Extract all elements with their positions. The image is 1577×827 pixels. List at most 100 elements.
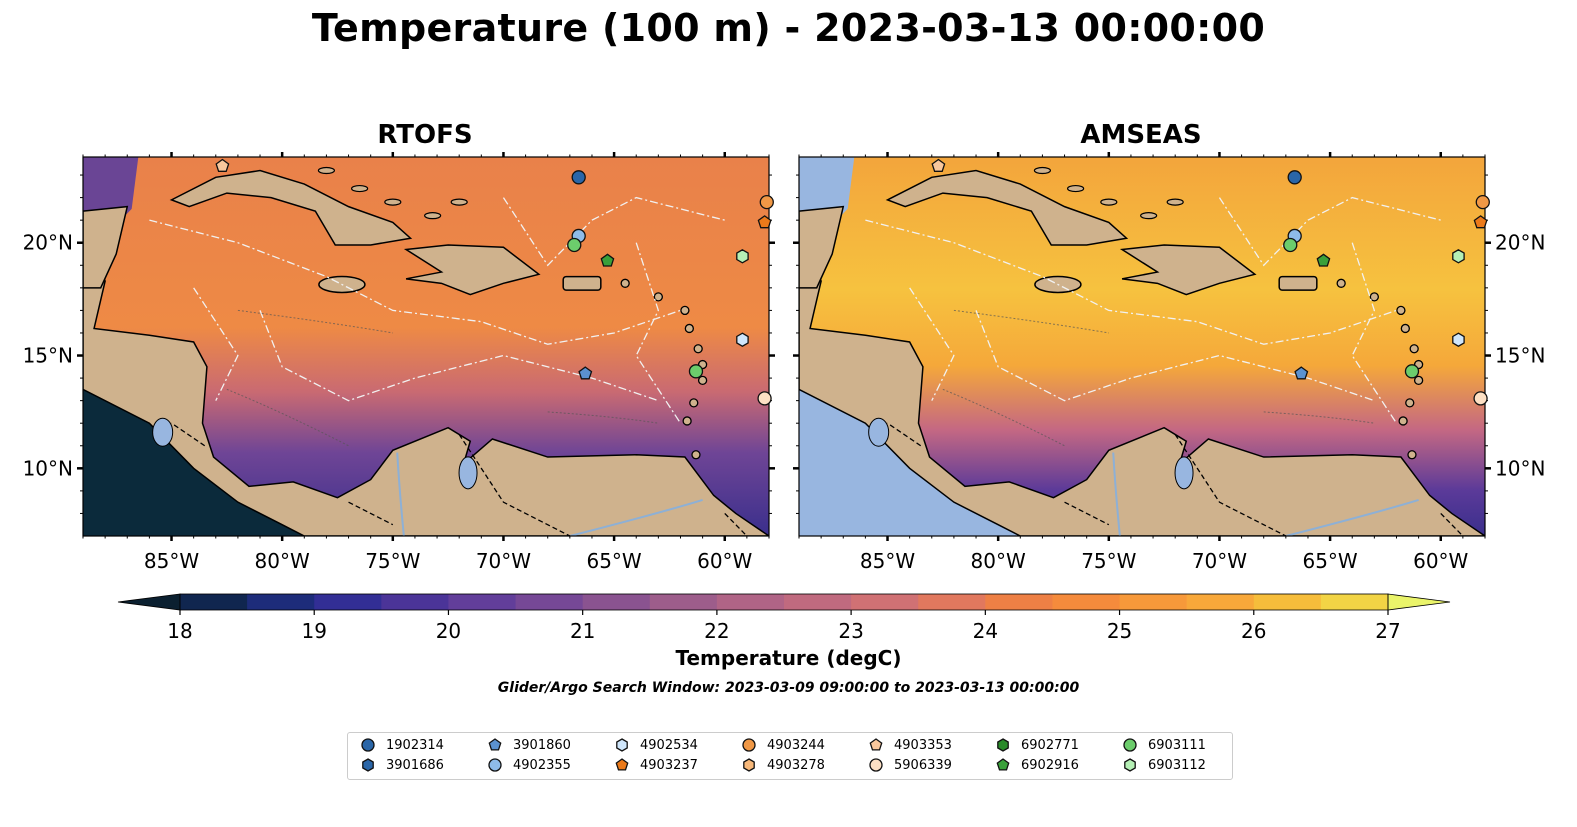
float-marker bbox=[1452, 332, 1465, 347]
float-marker bbox=[1452, 249, 1465, 264]
legend-label: 4902534 bbox=[640, 737, 698, 753]
legend-label: 3901686 bbox=[386, 757, 444, 773]
legend-entry: 4903237 bbox=[614, 757, 698, 773]
colorbar-segment bbox=[918, 594, 986, 610]
legend-marker bbox=[996, 758, 1010, 771]
colorbar-segment bbox=[381, 594, 450, 610]
legend-marker bbox=[1124, 758, 1136, 772]
colorbar-segment bbox=[985, 594, 1054, 610]
colorbar-tick-label: 18 bbox=[167, 619, 192, 643]
legend-marker bbox=[1123, 738, 1137, 752]
colorbar-tick-label: 21 bbox=[570, 619, 595, 643]
colorbar-tick-label: 24 bbox=[973, 619, 998, 643]
colorbar-segment bbox=[247, 594, 315, 610]
float-marker bbox=[1475, 194, 1490, 210]
legend-marker bbox=[997, 738, 1009, 752]
colorbar-tick-label: 26 bbox=[1241, 619, 1266, 643]
legend-label: 4903278 bbox=[767, 757, 825, 773]
float-marker bbox=[1287, 170, 1302, 185]
legend-marker-icon bbox=[996, 758, 1010, 771]
colorbar: 18 19 20 21 22 23 24 25 26 27 bbox=[117, 593, 1451, 643]
colorbar-segment bbox=[1186, 594, 1255, 610]
colorbar-segment bbox=[649, 594, 718, 610]
legend-marker bbox=[743, 758, 755, 772]
colorbar-tick-label: 20 bbox=[436, 619, 461, 643]
lat-tick-label-right: 15°N bbox=[1495, 344, 1545, 368]
legend-marker bbox=[742, 738, 756, 752]
hispaniola bbox=[403, 244, 541, 296]
colorbar-segment bbox=[1320, 594, 1389, 610]
colorbar-segment bbox=[515, 594, 584, 610]
colorbar-segment bbox=[1253, 594, 1322, 610]
lat-tick-label-right: 20°N bbox=[1495, 231, 1545, 255]
legend-entry: 6902916 bbox=[995, 757, 1079, 773]
legend-label: 6903112 bbox=[1148, 757, 1206, 773]
legend-marker bbox=[488, 758, 502, 772]
colorbar-segment bbox=[448, 594, 517, 610]
colorbar-segment bbox=[314, 594, 382, 610]
mainland bbox=[83, 231, 769, 536]
legend-marker-icon bbox=[488, 758, 502, 772]
lon-tick-label: 85°W bbox=[860, 549, 915, 573]
lat-tick-label-right: 10°N bbox=[1495, 456, 1545, 480]
map-frame bbox=[82, 156, 770, 537]
legend-label: 5906339 bbox=[894, 757, 952, 773]
legend-marker-icon bbox=[616, 738, 628, 752]
colorbar-tick-label: 25 bbox=[1107, 619, 1132, 643]
legend-label: 6903111 bbox=[1148, 737, 1206, 753]
amseas-map: 85°W 80°W 75°W 70°W 65°W 60°W 20°N 15°N 10°N bbox=[793, 152, 1545, 573]
legend-entry: 3901860 bbox=[487, 737, 571, 753]
lon-tick-label: 65°W bbox=[586, 549, 641, 573]
lon-tick-label: 75°W bbox=[1081, 549, 1136, 573]
float-marker bbox=[1473, 215, 1488, 229]
puerto-rico bbox=[1278, 275, 1318, 291]
mainland bbox=[799, 231, 1485, 536]
colorbar-segment bbox=[851, 594, 919, 610]
colorbar-over-arrow bbox=[1387, 593, 1451, 611]
cuba bbox=[169, 169, 413, 246]
hispaniola bbox=[1119, 244, 1257, 296]
legend-marker-icon bbox=[361, 738, 375, 752]
lon-tick-label: 85°W bbox=[144, 549, 199, 573]
legend-marker-icon bbox=[742, 738, 756, 752]
legend-marker-icon bbox=[615, 758, 629, 771]
lat-tick-label-left: 20°N bbox=[23, 231, 73, 255]
legend-marker bbox=[869, 758, 883, 772]
lat-tick-label-left: 15°N bbox=[23, 344, 73, 368]
lon-tick-label: 75°W bbox=[365, 549, 420, 573]
colorbar-tick-label: 19 bbox=[301, 619, 326, 643]
panel-title-amseas: AMSEAS bbox=[1080, 120, 1202, 150]
legend-label: 3901860 bbox=[513, 737, 571, 753]
colorbar-tick-label: 22 bbox=[704, 619, 729, 643]
float-marker bbox=[1316, 253, 1331, 267]
legend-entry: 6903111 bbox=[1122, 737, 1206, 753]
colorbar-segment bbox=[1052, 594, 1121, 610]
legend-entry: 4902355 bbox=[487, 757, 571, 773]
legend-entry: 6903112 bbox=[1122, 757, 1206, 773]
float-marker bbox=[215, 158, 230, 172]
legend-marker-icon bbox=[869, 738, 883, 751]
float-marker bbox=[931, 158, 946, 172]
colorbar-segment bbox=[716, 594, 785, 610]
legend-entry: 4903278 bbox=[741, 757, 825, 773]
legend-marker-icon bbox=[997, 738, 1009, 752]
float-marker bbox=[688, 364, 704, 379]
legend-marker bbox=[488, 738, 502, 751]
puerto-rico bbox=[562, 275, 602, 291]
float-legend: 1902314 3901686 3901860 4902355 4902534 49032… bbox=[347, 732, 1233, 780]
panel-title-rtofs: RTOFS bbox=[377, 120, 473, 150]
legend-marker-icon bbox=[362, 758, 374, 772]
figure-title: Temperature (100 m) - 2023-03-13 00:00:0… bbox=[311, 6, 1266, 50]
lon-tick-label: 60°W bbox=[697, 549, 752, 573]
colorbar-segment bbox=[180, 594, 248, 610]
legend-entry: 4902534 bbox=[614, 737, 698, 753]
colorbar-tick-label: 27 bbox=[1375, 619, 1400, 643]
legend-entry: 1902314 bbox=[360, 737, 444, 753]
legend-marker-icon bbox=[488, 738, 502, 751]
float-marker bbox=[1294, 366, 1309, 380]
legend-entry: 5906339 bbox=[868, 757, 952, 773]
legend-label: 4903353 bbox=[894, 737, 952, 753]
float-marker bbox=[571, 170, 586, 185]
float-marker bbox=[578, 366, 593, 380]
legend-marker-icon bbox=[1123, 738, 1137, 752]
